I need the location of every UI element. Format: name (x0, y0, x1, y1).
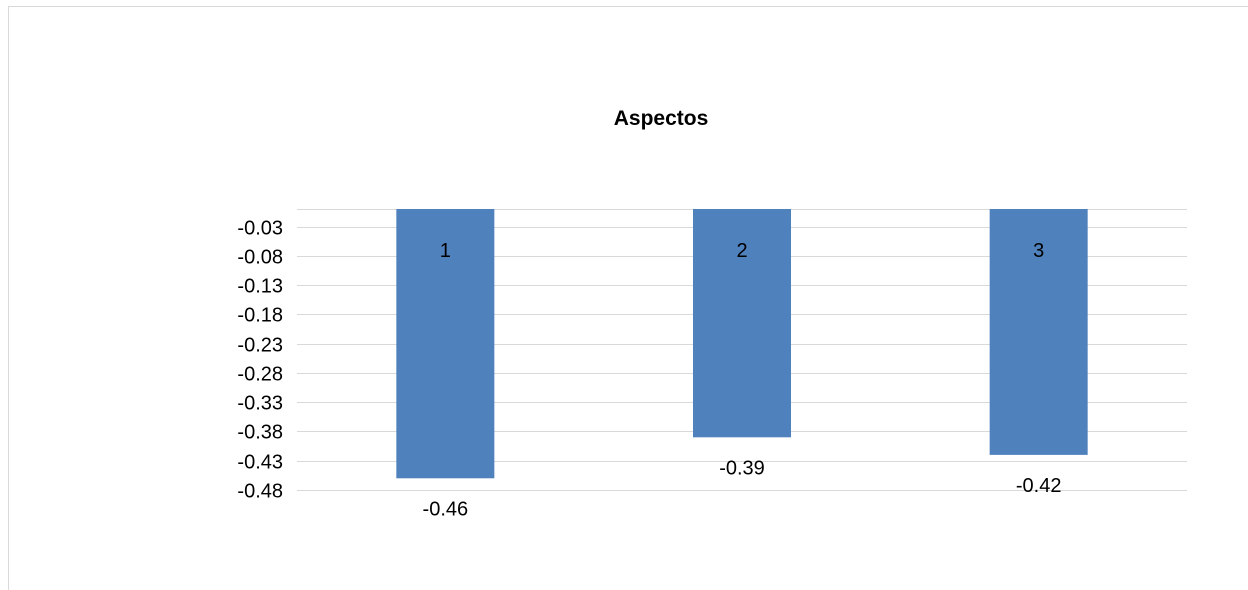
data-label: -0.39 (719, 457, 765, 479)
y-axis-ticks: -0.03 -0.08 -0.13 -0.18 -0.23 -0.28 -0.33 -0.38… (237, 218, 283, 503)
bar (693, 209, 791, 438)
labels: 1 -0.46 2 -0.39 3 -0.42 (423, 240, 1062, 520)
data-label: -0.42 (1016, 475, 1062, 497)
y-tick-label: -0.03 (237, 218, 283, 240)
category-label: 3 (1033, 240, 1044, 262)
y-tick-label: -0.28 (237, 364, 283, 386)
y-tick-label: -0.08 (237, 247, 283, 269)
data-label: -0.46 (423, 498, 469, 520)
bar (989, 209, 1088, 455)
category-label: 1 (440, 240, 451, 262)
bars (396, 209, 1088, 479)
y-tick-label: -0.13 (237, 276, 283, 298)
y-tick-label: -0.43 (237, 452, 283, 474)
chart-title: Aspectos (614, 107, 709, 130)
y-tick-label: -0.38 (237, 422, 283, 444)
bar (396, 209, 495, 479)
y-tick-label: -0.23 (237, 335, 283, 357)
y-tick-label: -0.18 (237, 305, 283, 327)
y-tick-label: -0.48 (237, 481, 283, 503)
y-tick-label: -0.33 (237, 393, 283, 415)
category-label: 2 (736, 240, 747, 262)
